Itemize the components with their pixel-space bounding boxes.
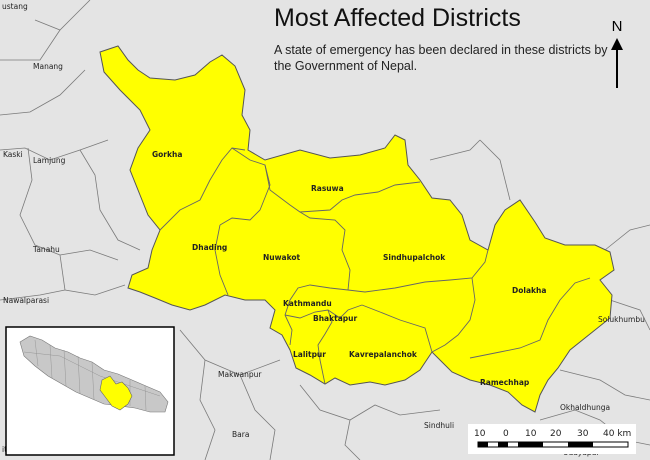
scale-label: 30 [577,429,589,439]
boundary-line [609,299,650,331]
boundary-line [429,139,481,161]
boundary-line [0,69,86,116]
district-label-kathmandu: Kathmandu [283,299,332,308]
scale-label: 10 [525,429,537,439]
boundary-line [0,139,109,161]
district-label-manang: Manang [33,62,63,71]
boundary-line [199,359,216,460]
district-label-lamjung: Lamjung [33,156,66,165]
district-label-mustang-clipped: ustang [2,2,28,11]
scale-bar: 10 0 10 20 30 40 km [468,424,636,454]
inset-map [5,326,175,456]
district-label-rasuwa: Rasuwa [311,184,344,193]
district-label-makwanpur: Makwanpur [218,370,262,379]
district-label-kaski: Kaski [3,150,23,159]
boundary-line [34,0,91,31]
district-label-bhaktapur: Bhaktapur [313,314,357,323]
district-label-sindhuli: Sindhuli [424,421,454,430]
district-borders [159,147,591,385]
district-label-dhading: Dhading [192,243,227,252]
boundary-line [239,374,276,460]
inset-nepal-outline [19,335,169,413]
district-label-bara: Bara [232,430,249,439]
district-label-nuwakot: Nuwakot [263,253,301,262]
district-label-lalitpur: Lalitpur [293,350,326,359]
boundary-line [19,147,119,261]
district-label-dolakha: Dolakha [512,286,546,295]
district-label-nawalparasi: Nawalparasi [3,296,49,305]
district-label-kavrepalanchok: Kavrepalanchok [349,350,418,359]
affected-districts-area [99,45,615,413]
map-subtitle: A state of emergency has been declared i… [274,43,608,73]
boundary-line [0,29,61,61]
boundary-line [604,224,650,251]
boundary-line [479,139,511,201]
scale-label: 10 [474,429,486,439]
district-label-solukhumbu: Solukhumbu [598,315,645,324]
north-indicator: N [606,18,628,35]
inset-affected-area [99,375,133,411]
district-label-okhaldhunga: Okhaldhunga [560,403,610,412]
district-label-ramechhap: Ramechhap [480,378,530,387]
boundary-line [559,369,650,401]
boundary-line [79,149,141,251]
scale-label: 40 km [603,429,631,439]
boundary-line [299,384,441,421]
scale-bar-background [468,424,636,454]
boundary-line [179,329,281,376]
north-label: N [611,18,623,35]
affected-region [99,45,615,413]
boundary-line [59,254,126,296]
district-label-tanahu: Tanahu [32,245,60,254]
boundary-line [0,289,66,301]
boundary-line [344,419,361,460]
north-arrow-icon [611,38,623,88]
district-label-gorkha: Gorkha [152,150,182,159]
scale-label: 20 [550,429,562,439]
scale-label: 0 [503,429,509,439]
map-title: Most Affected Districts [274,4,521,32]
district-label-sindhupalchok: Sindhupalchok [383,253,446,262]
